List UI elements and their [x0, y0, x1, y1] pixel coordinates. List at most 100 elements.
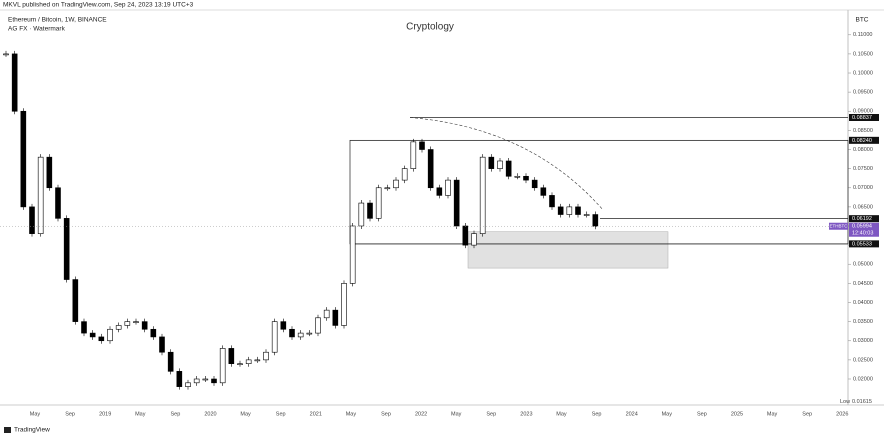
- x-tick-label: 2020: [204, 411, 216, 417]
- candle: [497, 160, 503, 169]
- x-tick-label: May: [30, 411, 41, 417]
- candle: [63, 218, 70, 280]
- candle: [375, 187, 382, 219]
- level-tag: [849, 114, 879, 122]
- y-tick-label: 0.02000: [853, 376, 873, 382]
- candle: [523, 175, 529, 181]
- countdown: 12:40:03: [852, 231, 873, 237]
- x-tick-label: 2026: [836, 411, 848, 417]
- x-tick-label: Sep: [65, 411, 75, 417]
- candle: [237, 363, 243, 365]
- candle: [280, 321, 287, 330]
- x-tick-label: Sep: [486, 411, 496, 417]
- y-tick-label: 0.10500: [853, 51, 873, 57]
- x-tick-label: 2025: [731, 411, 743, 417]
- candle: [124, 321, 131, 326]
- x-tick-label: 2024: [626, 411, 638, 417]
- candle: [583, 214, 590, 216]
- chart-title: Cryptology: [406, 22, 454, 33]
- level-tag: [849, 240, 879, 248]
- demand-zone: [467, 231, 669, 269]
- candle: [531, 179, 538, 189]
- y-tick-label: 0.04500: [853, 281, 873, 287]
- candle: [11, 53, 18, 112]
- candle: [323, 309, 330, 319]
- logo-text: TradingView: [14, 427, 50, 434]
- candle: [211, 378, 217, 384]
- candle: [141, 321, 148, 330]
- candle: [297, 332, 304, 338]
- candle: [167, 351, 174, 372]
- x-tick-label: 2021: [310, 411, 322, 417]
- candle: [228, 348, 235, 364]
- x-tick-label: May: [556, 411, 567, 417]
- candle: [107, 328, 113, 342]
- symbol-tag-label: ETHBTC: [830, 223, 849, 228]
- y-tick-label: 0.02500: [853, 357, 873, 363]
- candle: [462, 225, 469, 246]
- y-tick-label: 0.11000: [853, 32, 872, 38]
- y-tick-label: 0.09500: [853, 90, 873, 96]
- x-tick-label: 2022: [415, 411, 427, 417]
- candle: [98, 336, 105, 342]
- level-label: 0.08240: [852, 138, 872, 144]
- candle: [115, 325, 122, 330]
- x-tick-label: May: [240, 411, 251, 417]
- candle: [401, 168, 408, 181]
- y-tick-label: 0.07500: [853, 166, 873, 172]
- candle: [445, 179, 451, 196]
- candle: [55, 187, 61, 219]
- candle: [341, 283, 347, 326]
- x-tick-label: Sep: [171, 411, 181, 417]
- candle: [219, 348, 226, 384]
- candle: [367, 202, 373, 219]
- logo-icon: [4, 427, 11, 433]
- symbol-tag: [829, 222, 848, 230]
- candle: [479, 156, 486, 234]
- y-tick-label: 0.06500: [853, 204, 873, 210]
- candle: [289, 328, 295, 338]
- y-tick-label: 0.09000: [853, 109, 873, 115]
- candle: [193, 378, 200, 384]
- candle: [37, 156, 44, 234]
- x-tick-label: Sep: [381, 411, 391, 417]
- low-label: 0.01615: [852, 399, 872, 405]
- candle: [20, 110, 27, 208]
- y-tick-label: 0.08000: [853, 147, 873, 153]
- candle: [89, 332, 96, 338]
- candle: [427, 149, 434, 189]
- candle: [453, 179, 460, 227]
- candle: [46, 156, 53, 189]
- candle: [332, 309, 339, 326]
- candle: [488, 156, 495, 169]
- candle: [72, 279, 79, 322]
- candle: [245, 359, 252, 364]
- candle: [3, 53, 9, 56]
- y-tick-label: 0.04000: [853, 300, 873, 306]
- candle: [133, 321, 139, 323]
- published-info: MKVL published on TradingView.com, Sep 2…: [3, 2, 194, 9]
- y-tick-label: 0.07000: [853, 185, 873, 191]
- x-tick-label: Sep: [697, 411, 707, 417]
- y-tick-label: 0.08500: [853, 128, 873, 134]
- trend-curve: [409, 117, 603, 209]
- candle: [29, 206, 35, 234]
- candle: [185, 382, 191, 387]
- x-tick-label: May: [662, 411, 673, 417]
- watermark: AG FX · Watermark: [8, 26, 66, 33]
- y-tick-label: 0.05000: [853, 262, 873, 268]
- y-tick-label: 0.03000: [853, 338, 873, 344]
- candle: [557, 206, 564, 215]
- x-tick-label: Sep: [592, 411, 602, 417]
- candle: [358, 202, 365, 227]
- candle: [575, 206, 581, 215]
- x-tick-label: May: [451, 411, 462, 417]
- candle: [410, 141, 417, 169]
- x-tick-label: May: [346, 411, 357, 417]
- candle: [384, 187, 391, 190]
- low-text: Low: [840, 399, 850, 405]
- x-tick-label: Sep: [802, 411, 812, 417]
- level-tag: [849, 215, 879, 223]
